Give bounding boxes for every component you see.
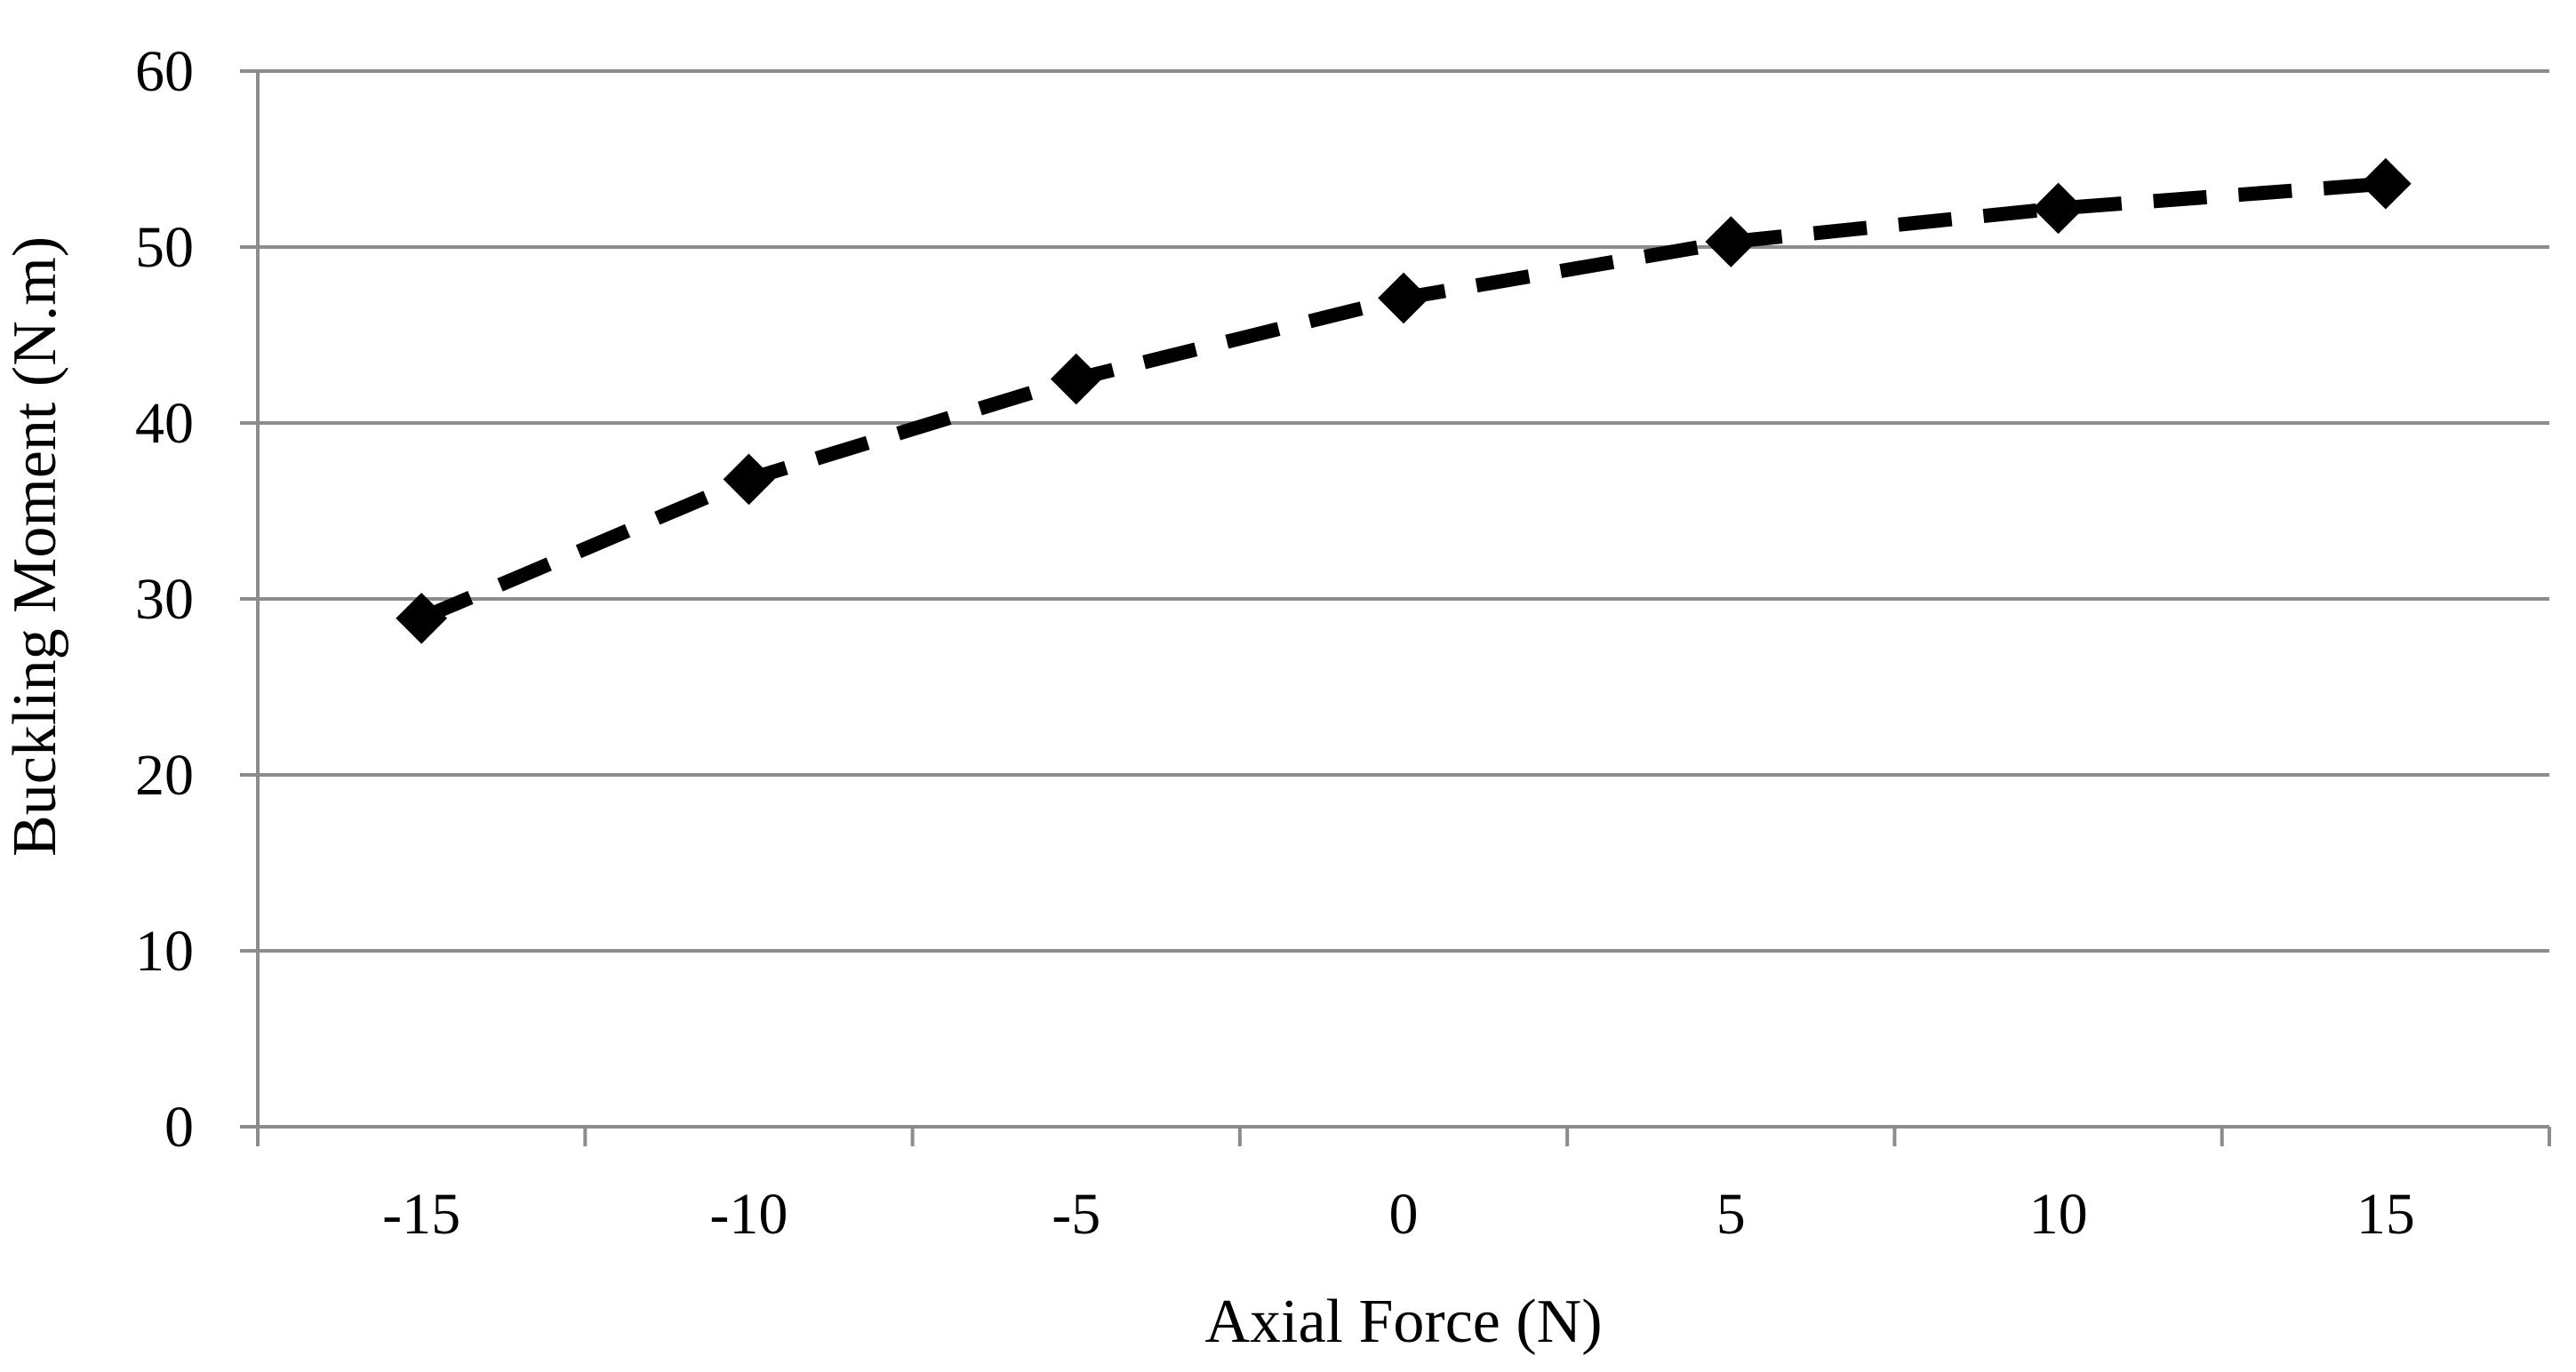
y-tick-label: 30 — [135, 567, 194, 632]
axis-layer — [240, 71, 2551, 1146]
data-point-marker — [396, 592, 447, 644]
x-axis-title: Axial Force (N) — [1204, 1288, 1602, 1356]
y-tick-label: 60 — [135, 39, 194, 104]
x-tick-label: 10 — [2029, 1182, 2088, 1247]
data-point-marker — [2032, 182, 2084, 235]
x-tick-label: 0 — [1389, 1182, 1419, 1247]
x-tick-label: -5 — [1052, 1182, 1100, 1247]
y-axis-title: Buckling Moment (N.m) — [1, 236, 69, 857]
label-layer: 0 10 20 30 40 50 60 -15 -10 -5 0 5 10 15 — [135, 39, 2415, 1247]
y-tick-label: 50 — [135, 215, 194, 280]
data-point-marker — [1378, 272, 1429, 324]
series-layer — [396, 157, 2412, 644]
y-tick-label: 40 — [135, 391, 194, 456]
grid-layer — [240, 69, 2549, 953]
data-point-marker — [1050, 353, 1102, 405]
x-tick-label: 5 — [1716, 1182, 1746, 1247]
y-tick-label: 10 — [135, 919, 194, 984]
x-tick-label: -15 — [382, 1182, 460, 1247]
x-tick-label: -10 — [709, 1182, 788, 1247]
y-tick-label: 20 — [135, 743, 194, 808]
data-point-marker — [723, 453, 775, 506]
y-tick-label: 0 — [164, 1095, 194, 1160]
x-tick-label: 15 — [2356, 1182, 2415, 1247]
series-line — [419, 176, 2387, 626]
data-point-marker — [1705, 216, 1757, 267]
data-point-marker — [2360, 157, 2412, 210]
